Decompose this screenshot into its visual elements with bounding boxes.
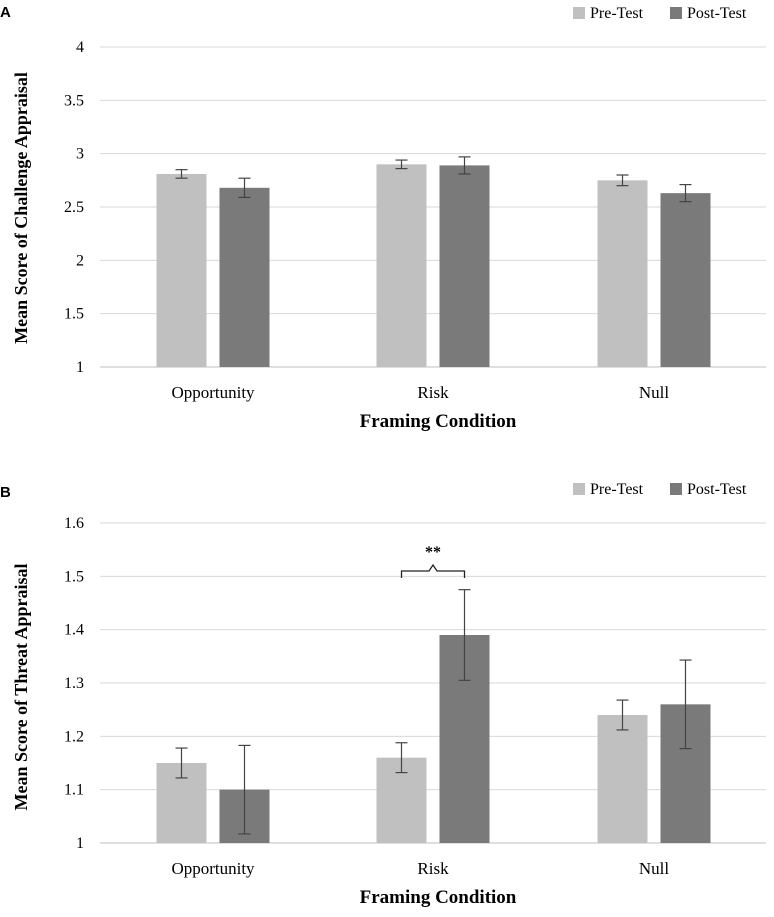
bar-post-test-opportunity: [219, 187, 270, 367]
significance-marker: **: [425, 544, 441, 561]
error-bar: [238, 744, 251, 835]
bar-pre-test-null: [597, 715, 648, 843]
y-tick-label: 1.1: [64, 782, 84, 799]
y-tick-label: 4: [76, 39, 84, 56]
y-tick-label: 1.2: [64, 728, 84, 745]
category-label-null: Null: [639, 859, 670, 878]
y-tick-label: 3.5: [64, 92, 84, 109]
error-bar: [395, 742, 408, 774]
y-tick-label: 3: [76, 146, 84, 163]
category-label-risk: Risk: [417, 859, 449, 878]
bar-pre-test-risk: [376, 164, 427, 367]
legend-swatch-post-test: [670, 483, 682, 495]
bar-pre-test-opportunity: [156, 173, 207, 367]
error-bar: [175, 169, 188, 179]
legend-label-post-test: Post-Test: [687, 5, 747, 22]
y-tick-label: 1: [76, 835, 84, 852]
error-bar: [395, 159, 408, 170]
y-tick-label: 1.5: [64, 568, 84, 585]
category-label-opportunity: Opportunity: [171, 859, 255, 878]
error-bar: [616, 174, 629, 187]
bar-pre-test-null: [597, 180, 648, 367]
panel-b-letter: B: [0, 484, 11, 501]
error-bar: [238, 177, 251, 198]
panel-a-x-axis-label: Framing Condition: [360, 411, 517, 432]
error-bar: [679, 659, 692, 750]
category-label-opportunity: Opportunity: [171, 383, 255, 402]
panel-b-chart: B ** 1 1.1 1.2 1.3 1.4 1.5 1.6 Opportunity Risk…: [0, 481, 766, 908]
error-bar: [679, 184, 692, 203]
y-tick-label: 2.5: [64, 199, 84, 216]
category-label-null: Null: [639, 383, 670, 402]
y-tick-label: 1.6: [64, 515, 84, 532]
legend-label-pre-test: Pre-Test: [590, 481, 644, 498]
bar-post-test-risk: [439, 165, 490, 367]
error-bar: [175, 747, 188, 779]
y-tick-label: 1.5: [64, 306, 84, 323]
panel-a-letter: A: [0, 4, 11, 21]
bar-post-test-null: [660, 193, 711, 367]
y-tick-label: 2: [76, 252, 84, 269]
legend-label-post-test: Post-Test: [687, 481, 747, 498]
error-bar: [616, 699, 629, 731]
legend-label-pre-test: Pre-Test: [590, 5, 644, 22]
panel-b-y-axis-label: Mean Score of Threat Appraisal: [11, 564, 31, 811]
error-bar: [458, 156, 471, 175]
category-label-risk: Risk: [417, 383, 449, 402]
y-tick-label: 1.4: [64, 622, 84, 639]
y-tick-label: 1.3: [64, 675, 84, 692]
legend-swatch-post-test: [670, 7, 682, 19]
panel-b-x-axis-label: Framing Condition: [360, 887, 517, 908]
error-bar: [458, 589, 471, 681]
legend-swatch-pre-test: [573, 7, 585, 19]
panel-a-y-axis-label: Mean Score of Challenge Appraisal: [11, 72, 31, 344]
legend-swatch-pre-test: [573, 483, 585, 495]
panel-a-chart: A 1 1.5 2 2.5 3 3.5 4 Opportunity Risk Null Pre-…: [0, 4, 766, 432]
y-tick-label: 1: [76, 359, 84, 376]
significance-bracket: [400, 563, 466, 578]
